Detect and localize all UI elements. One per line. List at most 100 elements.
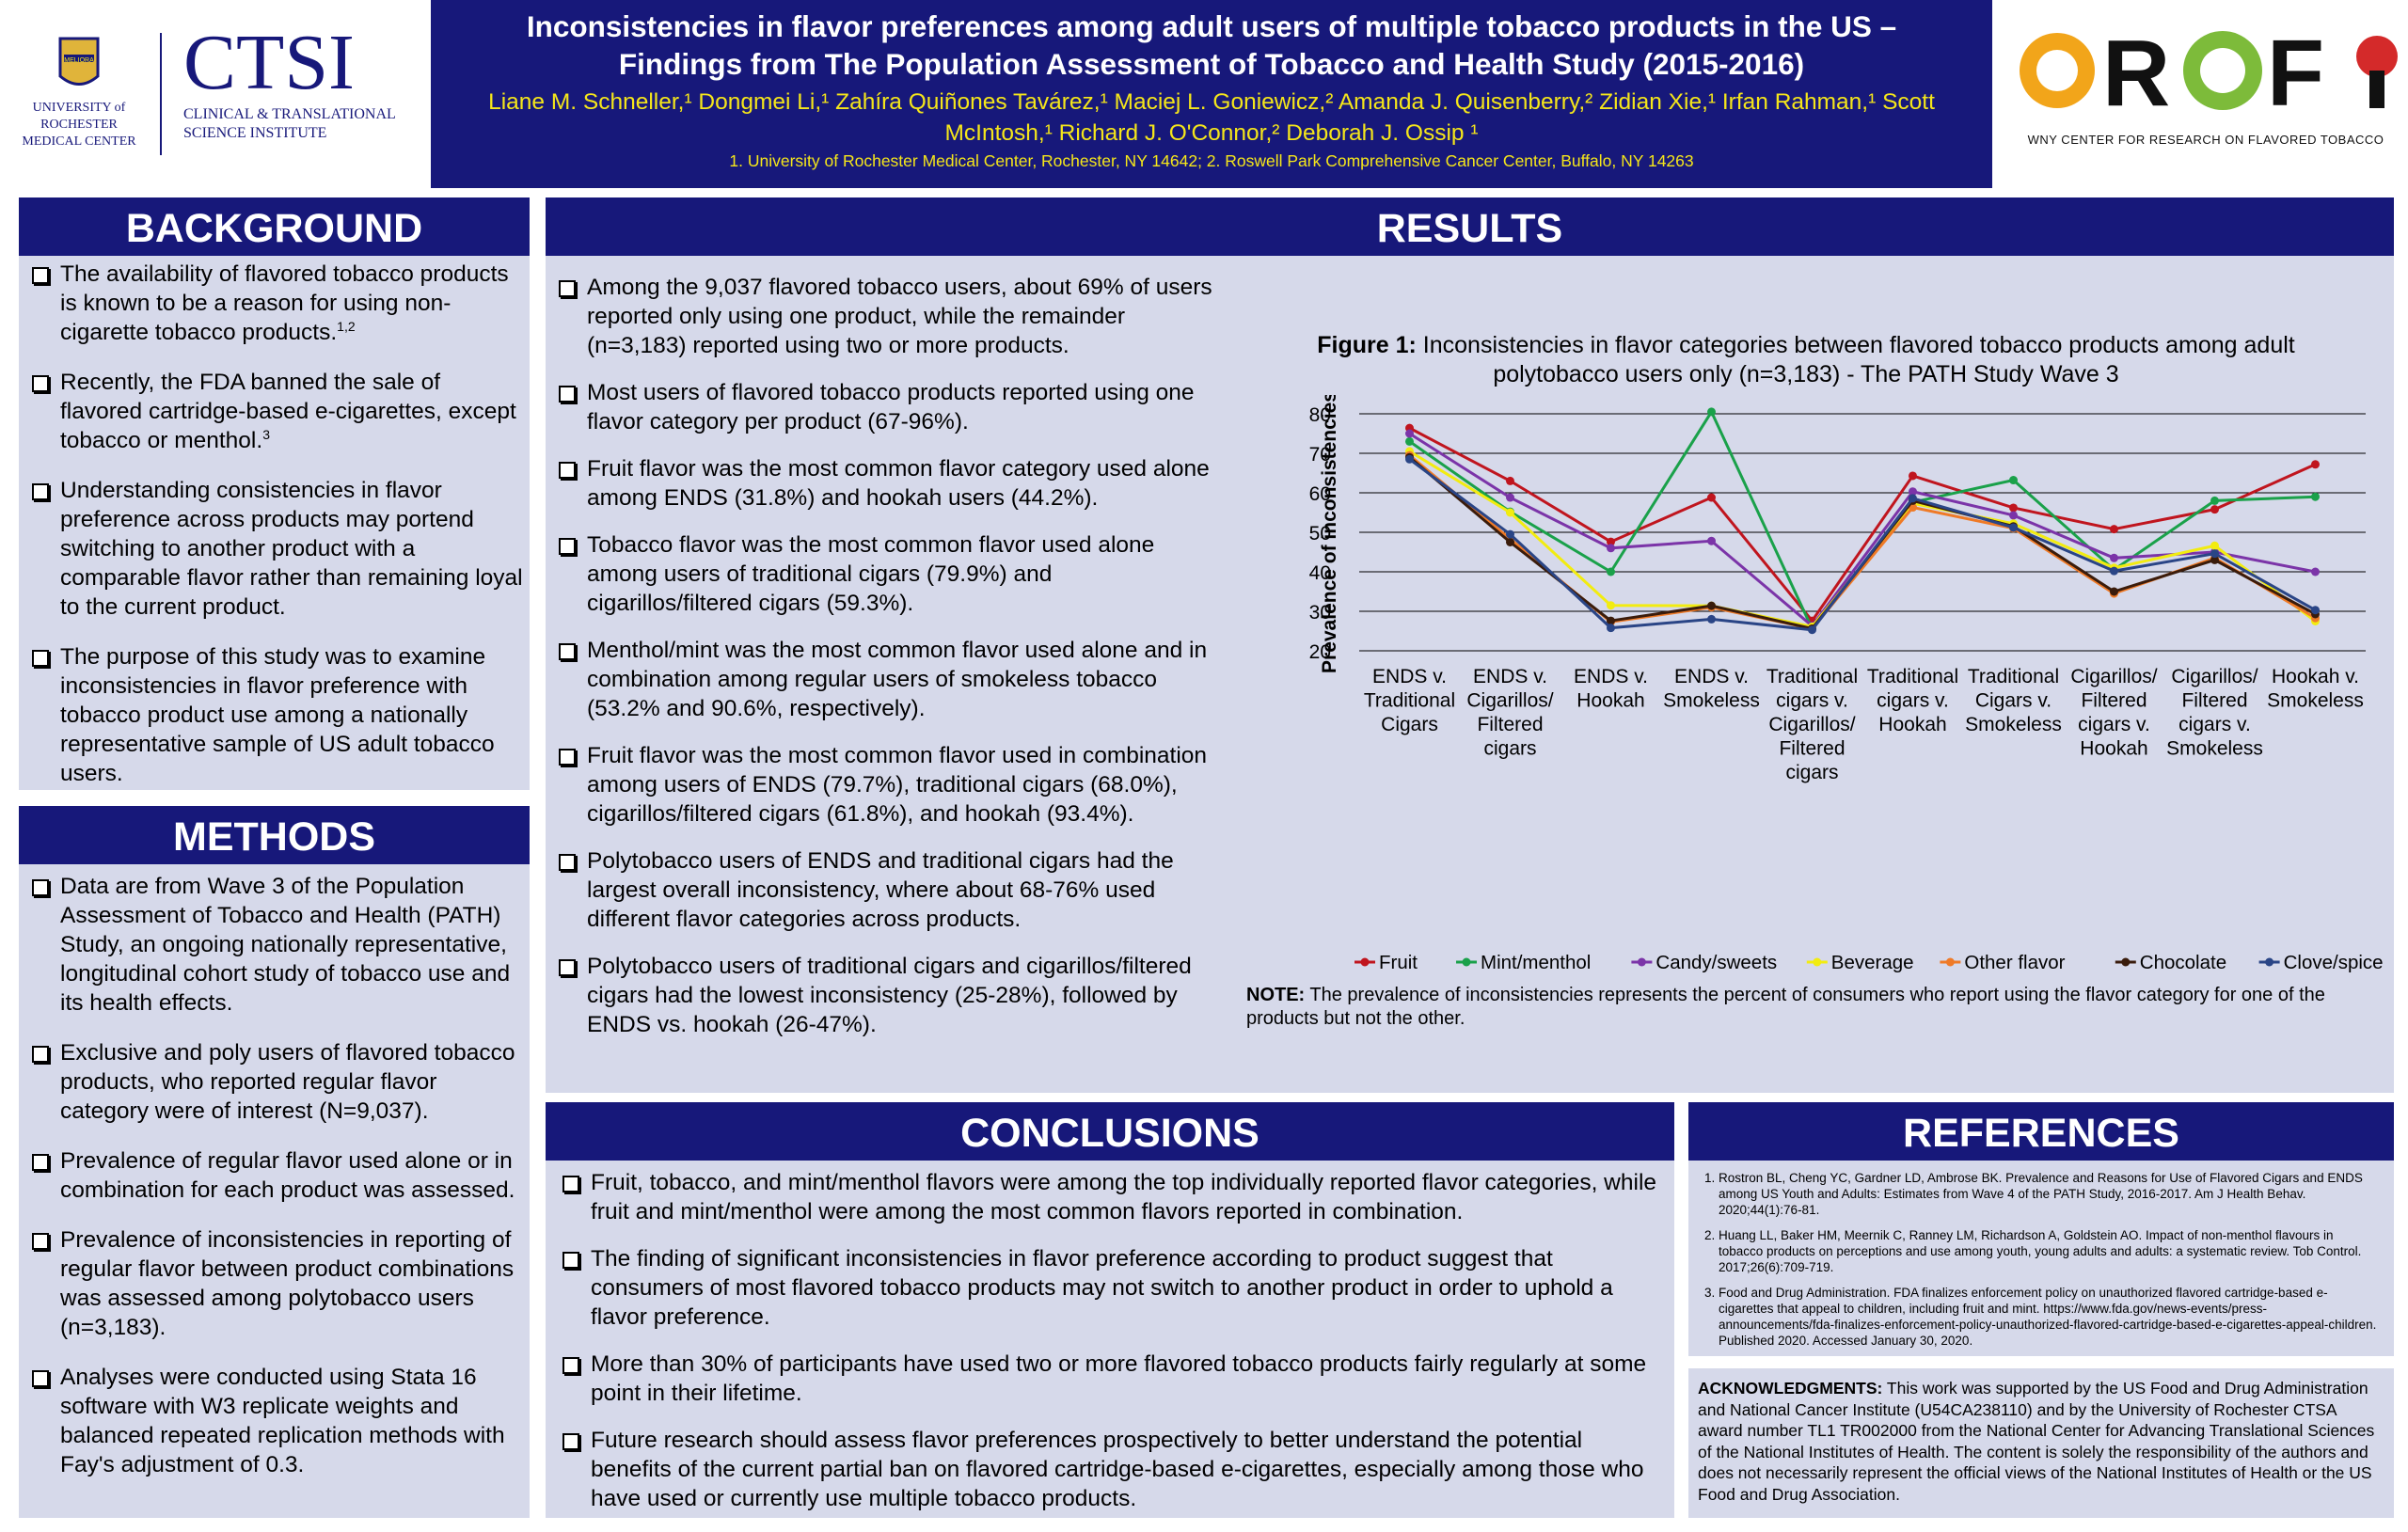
- ack-label: ACKNOWLEDGMENTS:: [1698, 1379, 1883, 1398]
- checkbox-bullet-icon: [559, 280, 576, 297]
- rochester-wordmark: UNIVERSITY of ROCHESTER MEDICAL CENTER: [22, 101, 136, 149]
- list-item: Analyses were conducted using Stata 16 s…: [26, 1363, 523, 1479]
- acknowledgments-panel: ACKNOWLEDGMENTS: This work was supported…: [1688, 1368, 2394, 1518]
- data-point: [2311, 492, 2320, 501]
- background-text-3: Understanding consistencies in flavor pr…: [60, 478, 523, 620]
- data-point: [1707, 407, 1716, 417]
- note-label: NOTE:: [1246, 985, 1306, 1005]
- list-item: Future research should assess flavor pre…: [557, 1426, 1665, 1513]
- x-tick-label: ENDS v. Traditional Cigars: [1364, 666, 1455, 735]
- reference-item: Huang LL, Baker HM, Meernik C, Ranney LM…: [1719, 1227, 2381, 1275]
- data-point: [1607, 567, 1615, 576]
- references-list: Rostron BL, Cheng YC, Gardner LD, Ambros…: [1688, 1170, 2394, 1358]
- list-item: Data are from Wave 3 of the Population A…: [26, 872, 523, 1018]
- checkbox-bullet-icon: [559, 386, 576, 403]
- ctsi-logo: CTSI CLINICAL & TRANSLATIONAL SCIENCE IN…: [183, 21, 428, 143]
- data-point: [2311, 460, 2320, 469]
- title-block: Inconsistencies in flavor preferences am…: [431, 0, 1992, 188]
- legend-marker: [1637, 957, 1646, 967]
- rochester-seal-icon: MELIORA: [58, 37, 100, 86]
- data-point: [2110, 566, 2118, 576]
- list-item: Polytobacco users of traditional cigars …: [553, 952, 1219, 1039]
- data-point: [2210, 541, 2219, 550]
- checkbox-bullet-icon: [559, 749, 576, 766]
- results-list: Among the 9,037 flavored tobacco users, …: [553, 273, 1219, 1057]
- methods-text: Exclusive and poly users of flavored tob…: [60, 1040, 515, 1124]
- y-tick-label: 20: [1309, 641, 1331, 663]
- methods-text: Data are from Wave 3 of the Population A…: [60, 874, 511, 1016]
- data-point: [1909, 471, 1917, 481]
- legend-marker: [1945, 957, 1955, 967]
- affiliations: 1. University of Rochester Medical Cente…: [729, 151, 1694, 170]
- checkbox-bullet-icon: [559, 462, 576, 479]
- results-text: Polytobacco users of ENDS and traditiona…: [587, 848, 1174, 932]
- checkbox-bullet-icon: [559, 643, 576, 660]
- data-point: [1506, 476, 1514, 485]
- data-point: [1707, 493, 1716, 502]
- methods-text: Prevalence of regular flavor used alone …: [60, 1148, 515, 1203]
- results-panel: RESULTS Among the 9,037 flavored tobacco…: [546, 197, 2394, 1093]
- data-point: [1405, 436, 1414, 446]
- legend-label: Beverage: [1831, 952, 1914, 973]
- svg-text:F: F: [2267, 21, 2324, 122]
- data-point: [2110, 587, 2118, 596]
- list-item: Recently, the FDA banned the sale of fla…: [26, 368, 523, 455]
- background-panel: BACKGROUND The availability of flavored …: [19, 197, 530, 790]
- list-item: Exclusive and poly users of flavored tob…: [26, 1038, 523, 1126]
- series-line-clove-spice: [1408, 458, 2317, 632]
- conclusions-text: Future research should assess flavor pre…: [591, 1428, 1644, 1511]
- legend-label: Candy/sweets: [1656, 952, 1777, 973]
- y-tick-label: 70: [1309, 444, 1331, 466]
- data-point: [1707, 536, 1716, 545]
- figure-label: Figure 1:: [1317, 332, 1417, 358]
- data-point: [2210, 555, 2219, 564]
- figure-title-text: Inconsistencies in flavor categories bet…: [1416, 332, 2295, 358]
- legend-label: Other flavor: [1964, 952, 2065, 973]
- checkbox-bullet-icon: [32, 1154, 49, 1171]
- ctsi-line2: SCIENCE INSTITUTE: [183, 125, 327, 141]
- ack-body: This work was supported by the US Food a…: [1698, 1379, 2375, 1504]
- authors-line2: McIntosh,¹ Richard J. O'Connor,² Deborah…: [944, 120, 1479, 146]
- data-point: [2009, 476, 2018, 485]
- checkbox-bullet-icon: [562, 1252, 579, 1269]
- checkbox-bullet-icon: [32, 1370, 49, 1387]
- series-line-fruit: [1408, 426, 2317, 624]
- seal-text: MELIORA: [64, 57, 94, 64]
- x-tick-label: ENDS v. Hookah: [1574, 666, 1648, 712]
- legend-marker: [2121, 957, 2131, 967]
- conclusions-list: Fruit, tobacco, and mint/menthol flavors…: [557, 1168, 1665, 1513]
- conclusions-text: The finding of significant inconsistenci…: [591, 1246, 1613, 1330]
- list-item: Fruit flavor was the most common flavor …: [553, 741, 1219, 829]
- checkbox-bullet-icon: [559, 959, 576, 976]
- conclusions-heading: CONCLUSIONS: [546, 1102, 1674, 1161]
- results-text: Most users of flavored tobacco products …: [587, 380, 1195, 434]
- checkbox-bullet-icon: [32, 375, 49, 392]
- y-tick-label: 80: [1309, 404, 1331, 426]
- background-list: The availability of flavored tobacco pro…: [26, 260, 523, 809]
- data-point: [1506, 538, 1514, 546]
- legend-label: Clove/spice: [2284, 952, 2384, 973]
- poster-title-line2: Findings from The Population Assessment …: [618, 47, 1805, 81]
- ctsi-wordmark: CTSI: [183, 19, 356, 106]
- list-item: Menthol/mint was the most common flavor …: [553, 636, 1219, 723]
- checkbox-bullet-icon: [562, 1357, 579, 1374]
- series-line-beverage: [1408, 450, 2317, 629]
- data-point: [1707, 601, 1716, 610]
- methods-panel: METHODS Data are from Wave 3 of the Popu…: [19, 806, 530, 1518]
- checkbox-bullet-icon: [562, 1176, 579, 1192]
- checkbox-bullet-icon: [559, 854, 576, 871]
- data-point: [1405, 454, 1414, 464]
- data-point: [1607, 624, 1615, 633]
- references-heading: REFERENCES: [1688, 1102, 2394, 1161]
- x-tick-label: ENDS v. Cigarillos/Filtered cigars: [1466, 666, 1553, 760]
- data-point: [1607, 544, 1615, 553]
- y-tick-label: 40: [1309, 562, 1331, 584]
- legend-label: Mint/menthol: [1481, 952, 1591, 973]
- x-tick-label: ENDS v. Smokeless: [1663, 666, 1760, 712]
- list-item: Tobacco flavor was the most common flavo…: [553, 530, 1219, 618]
- reference-text: Food and Drug Administration. FDA finali…: [1719, 1286, 2377, 1348]
- note-text: The prevalence of inconsistencies repres…: [1246, 985, 2325, 1029]
- checkbox-bullet-icon: [32, 650, 49, 667]
- list-item: The availability of flavored tobacco pro…: [26, 260, 523, 347]
